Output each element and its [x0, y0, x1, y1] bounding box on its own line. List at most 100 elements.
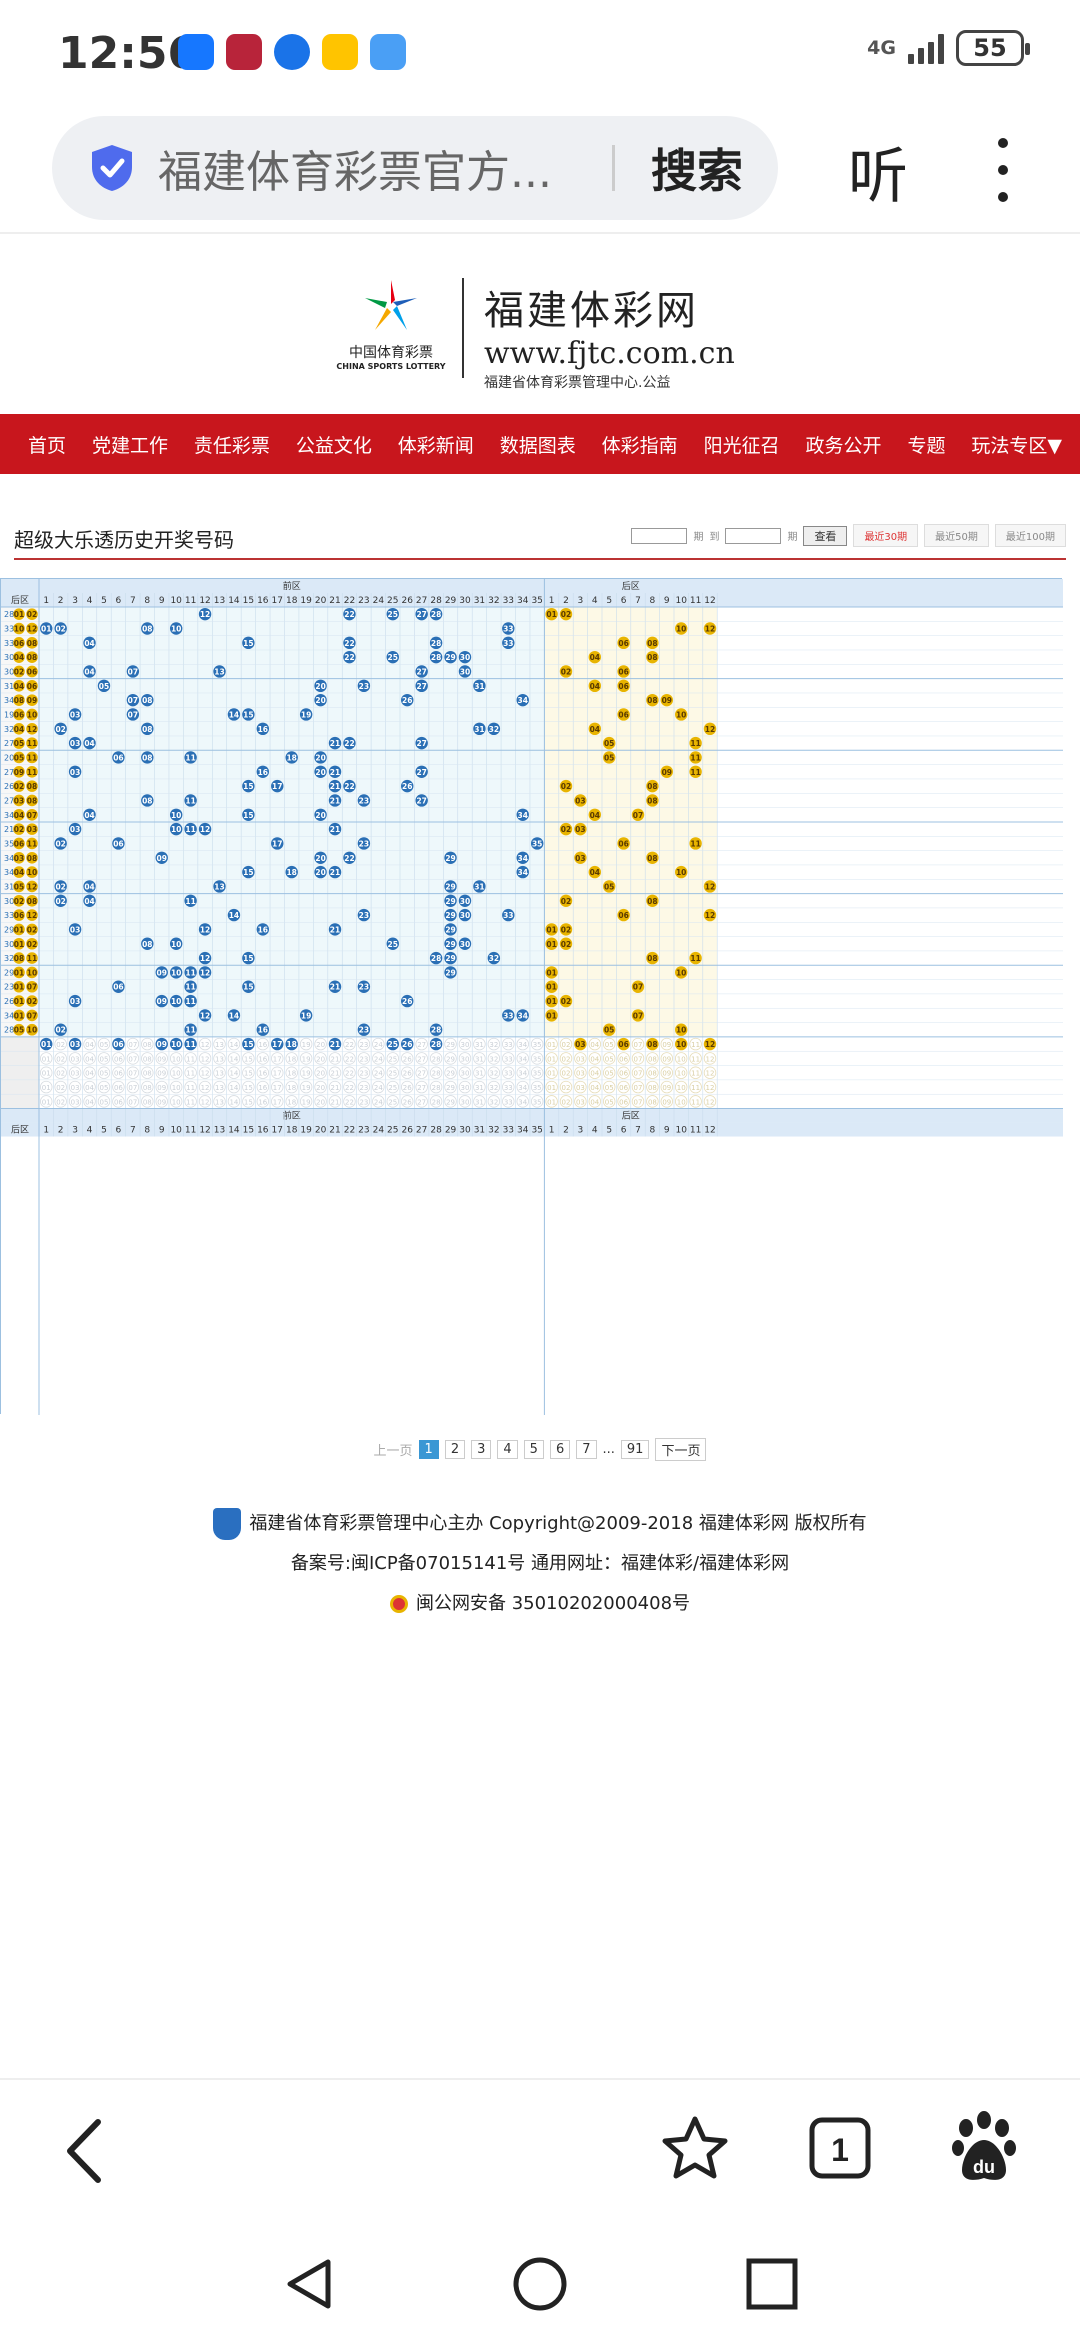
front-ball — [314, 808, 327, 821]
front-ball-label: 12 — [200, 1011, 210, 1020]
front-ball — [68, 708, 82, 721]
baidu-paw-icon[interactable]: du — [950, 2110, 1018, 2186]
next-page-button[interactable]: 下一页 — [655, 1438, 707, 1461]
back-ball — [617, 665, 630, 678]
url-text[interactable]: 福建体育彩票官方... — [158, 147, 552, 198]
nav-item-5[interactable]: 数据图表 — [499, 434, 576, 457]
page-3-button[interactable]: 3 — [471, 1440, 492, 1459]
front-ball — [54, 1023, 67, 1036]
back-ball — [545, 994, 558, 1008]
front-ball-label: 32 — [489, 725, 499, 734]
header-row-bg — [1, 579, 1063, 593]
front-ball-label: 02 — [55, 897, 65, 906]
front-col-header: 15 — [243, 596, 254, 606]
stats-back-empty — [545, 1066, 558, 1079]
front-ball — [242, 808, 255, 821]
front-ball — [458, 665, 472, 678]
system-recents-icon[interactable] — [744, 2256, 800, 2312]
back-col-header-bottom: 1 — [549, 1126, 555, 1136]
prev-page-button[interactable]: 上一页 — [373, 1444, 413, 1459]
tabs-icon[interactable]: 1 — [808, 2116, 872, 2180]
stats-back-empty — [559, 1037, 573, 1051]
left-back-ball — [13, 837, 25, 850]
nav-item-9[interactable]: 专题 — [907, 434, 946, 457]
stats-front-empty-label: 34 — [518, 1070, 527, 1078]
page-2-button[interactable]: 2 — [444, 1440, 466, 1459]
front-ball — [444, 966, 457, 979]
nav-item-10[interactable]: 玩法专区▼ — [971, 434, 1062, 457]
front-col-header: 7 — [130, 596, 136, 606]
stats-back-empty-label: 07 — [634, 1070, 643, 1078]
nav-item-1[interactable]: 党建工作 — [91, 434, 168, 457]
bookmark-star-icon[interactable] — [660, 2114, 730, 2184]
nav-item-0[interactable]: 首页 — [28, 434, 67, 457]
left-front-number: 26 — [4, 997, 14, 1006]
page-1-button[interactable]: 1 — [418, 1440, 439, 1459]
nav-item-3[interactable]: 公益文化 — [295, 434, 372, 457]
search-button[interactable]: 搜索 — [651, 144, 743, 198]
stats-front-empty-label: 07 — [128, 1084, 137, 1092]
back-ball-label: 02 — [561, 667, 571, 676]
back-ball-label: 09 — [662, 696, 672, 705]
front-ball — [213, 880, 226, 893]
recent-100-button[interactable]: 最近100期 — [994, 524, 1066, 547]
stats-front-empty — [54, 1095, 67, 1108]
stats-front-empty-label: 23 — [359, 1070, 368, 1078]
stats-front-empty-label: 29 — [446, 1084, 455, 1092]
front-ball — [473, 679, 486, 693]
draw-history-table: 前区 后区 后区 1 2 3 4 5 6 7 8 9 10 11 12 13 14 15 16 17 18 19 20 21 2… — [0, 578, 1063, 1415]
nav-item-7[interactable]: 阳光征召 — [703, 434, 780, 457]
stats-front-empty — [530, 1095, 544, 1108]
recent-30-button[interactable]: 最近30期 — [853, 524, 919, 547]
front-ball — [271, 779, 284, 793]
query-button[interactable]: 查看 — [803, 525, 848, 546]
stats-front-empty — [126, 1052, 140, 1065]
site-logo[interactable]: 中国体育彩票 CHINA SPORTS LOTTERY 福建体彩网 www.fj… — [336, 276, 756, 391]
stats-front-empty — [458, 1080, 472, 1094]
back-ball-label: 02 — [561, 940, 571, 949]
left-back-ball — [26, 723, 38, 735]
stats-front-empty — [429, 1066, 443, 1079]
page-last-button[interactable]: 91 — [620, 1440, 650, 1459]
nav-item-8[interactable]: 政务公开 — [805, 434, 882, 457]
back-ball-label: 08 — [647, 897, 657, 906]
left-back-ball-label: 06 — [14, 639, 24, 648]
stats-back-empty — [689, 1080, 702, 1094]
page-7-button[interactable]: 7 — [576, 1440, 597, 1459]
nav-item-4[interactable]: 体彩新闻 — [397, 434, 474, 457]
back-ball — [646, 693, 659, 707]
back-col-header: 1 — [549, 596, 555, 606]
page-4-button[interactable]: 4 — [497, 1440, 518, 1459]
pager-ellipsis[interactable]: ... — [602, 1442, 615, 1457]
front-ball-label: 19 — [301, 1011, 311, 1020]
recent-50-button[interactable]: 最近50期 — [924, 524, 989, 547]
page-5-button[interactable]: 5 — [523, 1440, 544, 1459]
system-back-icon[interactable] — [282, 2256, 338, 2312]
news-app-icon — [226, 34, 262, 70]
stats-front-empty-label: 03 — [71, 1070, 80, 1078]
back-ball-label: 02 — [561, 897, 571, 906]
front-ball-label: 11 — [185, 897, 195, 906]
end-period-input[interactable] — [725, 527, 782, 544]
listen-button[interactable]: 听 — [848, 142, 908, 212]
stats-back-empty-label: 07 — [634, 1055, 643, 1063]
stats-front-empty — [54, 1037, 67, 1051]
page-6-button[interactable]: 6 — [549, 1440, 571, 1459]
more-menu-icon[interactable] — [990, 138, 1016, 202]
stats-front-empty-label: 13 — [215, 1098, 224, 1106]
stats-front-empty — [502, 1066, 515, 1079]
start-period-input[interactable] — [631, 527, 688, 544]
address-bar[interactable]: 福建体育彩票官方... 搜索 — [52, 116, 778, 220]
stats-front-empty-label: 01 — [42, 1055, 51, 1063]
back-ball-label: 10 — [676, 868, 686, 877]
left-front-number: 34 — [4, 696, 14, 705]
front-ball-label: 21 — [330, 782, 340, 791]
back-arrow-icon[interactable] — [62, 2116, 106, 2186]
system-home-icon[interactable] — [512, 2256, 568, 2312]
stats-back-empty-label: 11 — [691, 1098, 700, 1106]
nav-item-6[interactable]: 体彩指南 — [601, 434, 678, 457]
stats-front-empty-label: 06 — [114, 1098, 123, 1106]
front-ball-label: 28 — [431, 610, 441, 619]
front-ball-label: 33 — [503, 639, 513, 648]
nav-item-2[interactable]: 责任彩票 — [193, 434, 270, 457]
